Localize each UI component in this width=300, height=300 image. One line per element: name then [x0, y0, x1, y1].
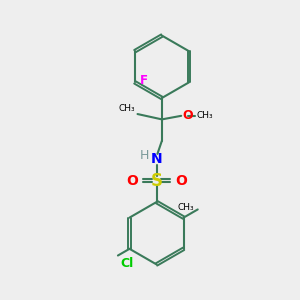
- Text: O: O: [183, 109, 193, 122]
- Text: N: N: [151, 152, 162, 166]
- Text: F: F: [140, 74, 148, 87]
- Text: CH₃: CH₃: [178, 203, 194, 212]
- Text: Cl: Cl: [120, 257, 134, 270]
- Text: H: H: [140, 149, 149, 162]
- Text: O: O: [175, 174, 187, 188]
- Text: S: S: [151, 172, 163, 190]
- Text: CH₃: CH₃: [197, 111, 213, 120]
- Text: O: O: [126, 174, 138, 188]
- Text: CH₃: CH₃: [118, 103, 135, 112]
